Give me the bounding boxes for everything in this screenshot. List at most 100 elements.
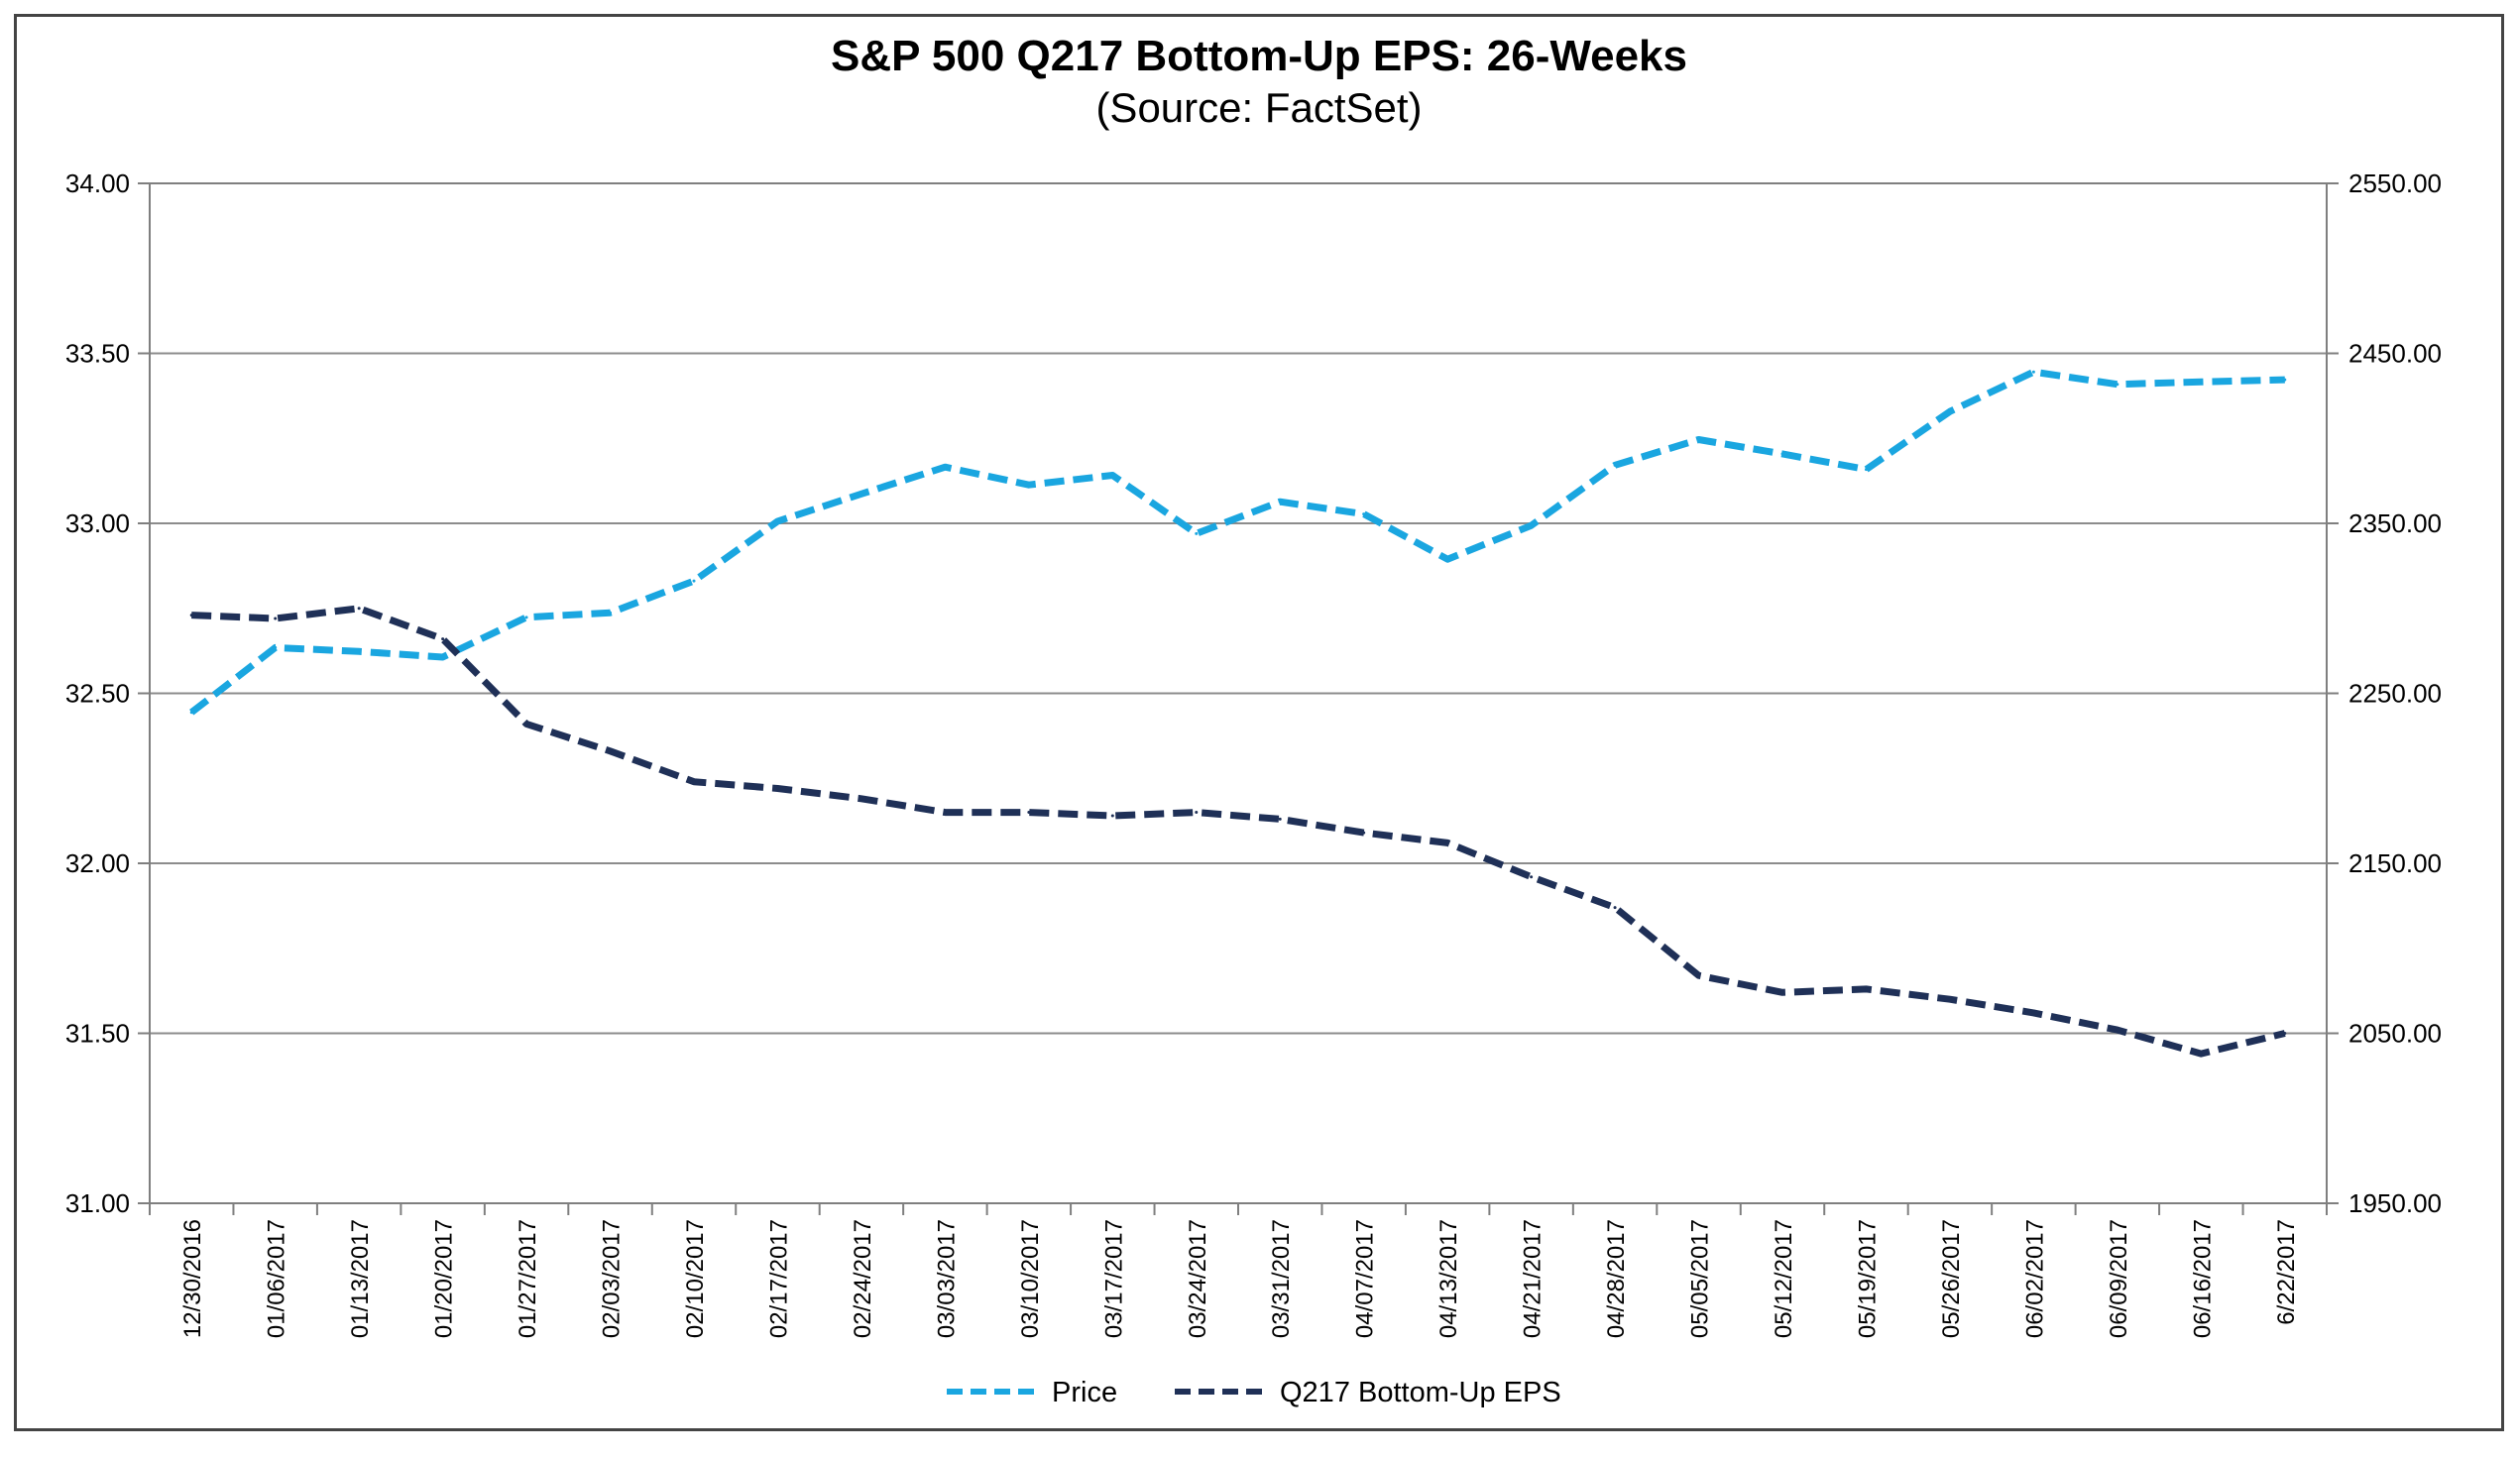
- x-tick-label: 02/10/2017: [682, 1219, 709, 1338]
- left-tick-label: 33.50: [65, 339, 130, 369]
- gridlines: [150, 352, 2327, 1035]
- data-point: [1864, 987, 1868, 991]
- data-point: [274, 617, 278, 620]
- data-point: [274, 645, 278, 649]
- data-point: [524, 722, 528, 726]
- data-point: [2283, 1032, 2287, 1035]
- data-point: [1445, 841, 1449, 844]
- data-point: [189, 614, 193, 617]
- series-lines: [189, 368, 2287, 1058]
- x-tick-label: 02/24/2017: [850, 1219, 876, 1338]
- x-tick-label: 01/27/2017: [515, 1219, 541, 1338]
- data-point: [1530, 875, 1534, 879]
- data-point: [859, 492, 863, 496]
- data-point: [524, 616, 528, 619]
- data-point: [1948, 409, 1952, 413]
- data-point: [943, 465, 947, 469]
- data-point: [775, 519, 779, 523]
- left-tick-label: 34.00: [65, 168, 130, 198]
- legend: Price Q217 Bottom-Up EPS: [947, 1377, 1561, 1408]
- data-point: [1780, 990, 1784, 994]
- data-point: [1362, 831, 1366, 835]
- left-tick-label: 32.00: [65, 848, 130, 878]
- data-point: [441, 655, 445, 659]
- data-point: [1195, 811, 1199, 815]
- chart-subtitle: (Source: FactSet): [1095, 84, 1422, 131]
- series-line-price: [189, 368, 2285, 716]
- left-tick-label: 31.00: [65, 1188, 130, 1218]
- data-point: [1697, 437, 1701, 441]
- data-point: [609, 611, 613, 615]
- data-point: [1613, 463, 1617, 467]
- data-point: [775, 787, 779, 791]
- data-point: [2199, 380, 2203, 384]
- data-point: [1697, 973, 1701, 977]
- x-tick-label: 05/26/2017: [1938, 1219, 1965, 1338]
- data-point: [357, 649, 361, 653]
- data-point: [1278, 817, 1282, 821]
- data-point: [2031, 370, 2035, 374]
- chart: S&P 500 Q217 Bottom-Up EPS: 26-Weeks (So…: [65, 32, 2442, 1408]
- x-tick-label: 02/17/2017: [765, 1219, 792, 1338]
- data-point: [441, 637, 445, 641]
- data-point: [609, 749, 613, 753]
- right-axis-ticks: 1950.00 2050.00 2150.00 2250.00 2350.00 2450.…: [2327, 168, 2442, 1218]
- right-tick-label: 1950.00: [2348, 1188, 2442, 1218]
- x-axis-ticks: 12/30/2016 01/06/2017 01/13/2017 01/20/2017…: [149, 1203, 2328, 1338]
- legend-label-eps: Q217 Bottom-Up EPS: [1280, 1377, 1561, 1408]
- x-tick-label: 04/07/2017: [1352, 1219, 1379, 1338]
- x-tick-label: 06/16/2017: [2189, 1219, 2216, 1338]
- data-point: [943, 811, 947, 815]
- data-point: [1027, 811, 1031, 815]
- data-point: [1110, 814, 1114, 818]
- data-point: [2199, 1052, 2203, 1056]
- x-tick-label: 03/17/2017: [1100, 1219, 1127, 1338]
- left-tick-label: 32.50: [65, 679, 130, 709]
- series-line-eps: [191, 605, 2286, 1058]
- left-axis-ticks: 31.00 31.50 32.00 32.50 33.00 33.50 34.00: [65, 168, 150, 1218]
- data-point: [1864, 468, 1868, 472]
- data-point: [1613, 906, 1617, 910]
- data-point: [859, 797, 863, 801]
- x-tick-label: 04/21/2017: [1520, 1219, 1546, 1338]
- data-point: [1780, 452, 1784, 456]
- x-tick-label: 03/10/2017: [1017, 1219, 1044, 1338]
- x-tick-label: 01/20/2017: [431, 1219, 458, 1338]
- x-tick-label: 06/02/2017: [2021, 1219, 2048, 1338]
- x-tick-label: 12/30/2016: [179, 1219, 206, 1338]
- data-point: [1110, 473, 1114, 477]
- right-tick-label: 2450.00: [2348, 339, 2442, 369]
- x-tick-label: 04/28/2017: [1603, 1219, 1630, 1338]
- data-point: [1278, 500, 1282, 504]
- data-point: [1027, 483, 1031, 487]
- x-tick-label: 03/03/2017: [933, 1219, 960, 1338]
- chart-frame: S&P 500 Q217 Bottom-Up EPS: 26-Weeks (So…: [14, 14, 2504, 1431]
- data-point: [357, 607, 361, 611]
- x-tick-label: 03/31/2017: [1268, 1219, 1295, 1338]
- left-tick-label: 31.50: [65, 1019, 130, 1049]
- x-tick-label: 05/05/2017: [1687, 1219, 1714, 1338]
- right-tick-label: 2050.00: [2348, 1019, 2442, 1049]
- x-tick-label: 04/13/2017: [1435, 1219, 1462, 1338]
- data-point: [1445, 557, 1449, 561]
- x-tick-label: 6/22/2017: [2273, 1219, 2300, 1325]
- left-tick-label: 33.00: [65, 508, 130, 538]
- x-tick-label: 03/24/2017: [1185, 1219, 1211, 1338]
- data-point: [692, 579, 696, 583]
- data-point: [189, 711, 193, 715]
- data-point: [692, 780, 696, 784]
- right-tick-label: 2350.00: [2348, 508, 2442, 538]
- x-tick-label: 01/13/2017: [347, 1219, 374, 1338]
- data-point: [2116, 383, 2119, 387]
- x-tick-label: 02/03/2017: [599, 1219, 626, 1338]
- right-tick-label: 2550.00: [2348, 168, 2442, 198]
- data-point: [1530, 523, 1534, 527]
- x-tick-label: 01/06/2017: [264, 1219, 290, 1338]
- legend-label-price: Price: [1052, 1377, 1117, 1408]
- data-point: [1195, 531, 1199, 535]
- data-point: [2031, 1011, 2035, 1015]
- data-point: [1948, 997, 1952, 1001]
- chart-title: S&P 500 Q217 Bottom-Up EPS: 26-Weeks: [831, 32, 1687, 80]
- data-point: [2116, 1028, 2119, 1032]
- right-tick-label: 2150.00: [2348, 848, 2442, 878]
